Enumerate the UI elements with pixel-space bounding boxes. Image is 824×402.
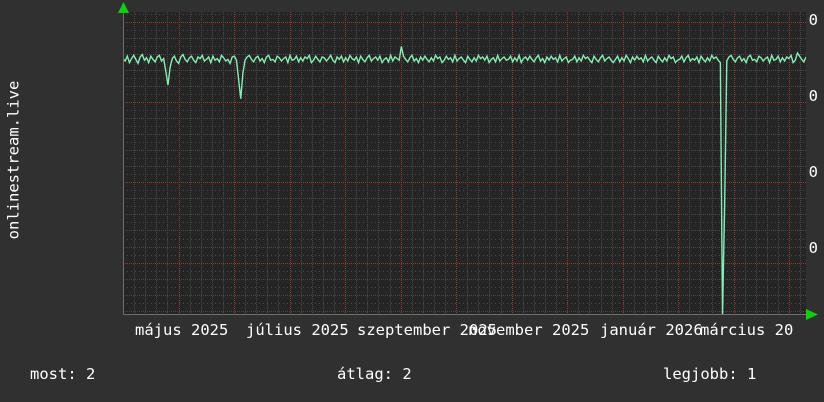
x-tick-label-1: július 2025 [246,321,349,339]
plot-canvas [123,12,806,314]
data-series-line [123,46,806,314]
y-axis-title-label: onlinestream.live [4,80,23,240]
plot-area [123,12,806,314]
x-axis-labels: május 2025 július 2025 szeptember 2025 n… [0,320,824,344]
x-tick-label-0: május 2025 [135,321,229,339]
x-tick-label-4: január 2026 [600,321,703,339]
x-axis-line [123,314,807,315]
grid-major [123,12,806,314]
x-tick-label-2: szeptember 2025 [357,321,497,339]
x-tick-label-5: március 20 [700,321,794,339]
summary-best: legjobb: 1 [663,365,757,383]
x-axis-arrow-icon [806,309,818,320]
y-axis-arrow-icon [118,2,129,13]
summary-average: átlag: 2 [337,365,412,383]
grid-minor [123,12,806,314]
summary-now: most: 2 [30,365,96,383]
summary-legend: most: 2 átlag: 2 legjobb: 1 [0,362,824,386]
y-axis-line [123,12,124,315]
x-tick-label-3: november 2025 [468,321,590,339]
y-axis-title: onlinestream.live [0,0,26,320]
